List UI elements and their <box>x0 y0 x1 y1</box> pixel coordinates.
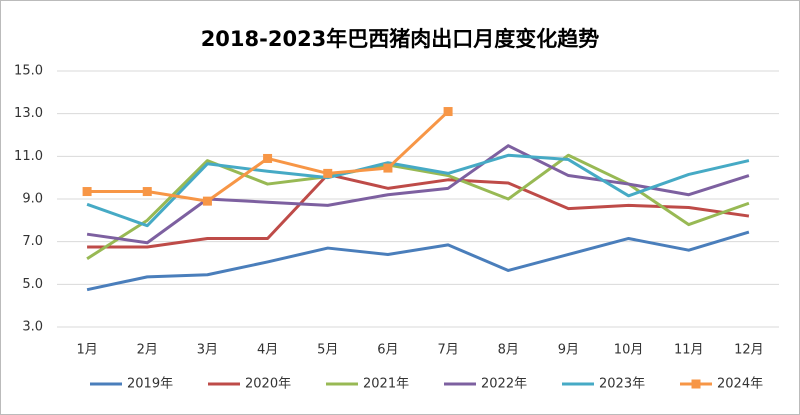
data-point <box>443 107 453 117</box>
x-tick-label: 5月 <box>317 343 338 358</box>
data-point <box>142 187 152 197</box>
y-tick-label: 15.0 <box>14 64 43 79</box>
y-tick-label: 9.0 <box>22 192 43 207</box>
y-tick-label: 13.0 <box>14 106 43 121</box>
x-tick-label: 12月 <box>734 343 764 358</box>
data-point <box>202 196 212 206</box>
legend-label: 2019年 <box>127 377 173 392</box>
series-line <box>86 153 750 228</box>
data-point <box>383 163 393 173</box>
x-tick-label: 7月 <box>437 343 458 358</box>
y-tick-label: 7.0 <box>22 234 43 249</box>
x-tick-label: 2月 <box>137 343 158 358</box>
x-tick-label: 6月 <box>377 343 398 358</box>
x-tick-label: 1月 <box>76 343 97 358</box>
series-line <box>86 144 750 245</box>
y-tick-label: 3.0 <box>22 320 43 335</box>
x-tick-label: 3月 <box>197 343 218 358</box>
x-tick-label: 9月 <box>558 343 579 358</box>
series-line <box>87 172 750 249</box>
legend-marker <box>691 379 701 389</box>
x-tick-label: 8月 <box>498 343 519 358</box>
x-tick-label: 11月 <box>674 343 704 358</box>
legend-label: 2024年 <box>717 377 763 392</box>
y-tick-label: 11.0 <box>14 149 43 164</box>
legend-label: 2021年 <box>363 377 409 392</box>
x-tick-label: 10月 <box>614 343 644 358</box>
x-tick-label: 4月 <box>257 343 278 358</box>
legend-label: 2020年 <box>245 377 291 392</box>
data-point <box>263 153 273 163</box>
data-point <box>323 168 333 178</box>
legend-label: 2022年 <box>481 377 527 392</box>
chart-title: 2018-2023年巴西猪肉出口月度变化趋势 <box>201 27 600 51</box>
legend-label: 2023年 <box>599 377 645 392</box>
y-tick-label: 5.0 <box>22 277 43 292</box>
series-line <box>86 230 750 292</box>
data-point <box>82 187 92 197</box>
